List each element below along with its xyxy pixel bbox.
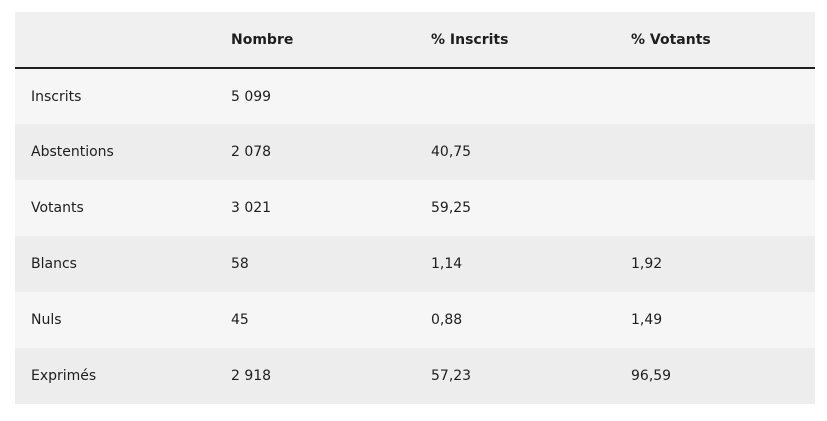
- cell: 0,88: [431, 312, 463, 328]
- table-row: Abstentions 2 078 40,75: [15, 124, 815, 180]
- table-row: Inscrits 5 099: [15, 68, 815, 124]
- header-cell: [15, 12, 215, 69]
- cell: 57,23: [431, 368, 472, 384]
- cell: 1,14: [431, 256, 463, 272]
- cell: 1,92: [631, 256, 663, 272]
- cell: 2 918: [231, 368, 272, 384]
- cell: 3 021: [231, 200, 272, 216]
- table-row: Votants 3 021 59,25: [15, 180, 815, 236]
- cell: 1,49: [631, 312, 663, 328]
- table-row: Exprimés 2 918 57,23 96,59: [15, 348, 815, 404]
- header-cell: % Votants: [615, 12, 815, 69]
- cell: 96,59: [631, 368, 672, 384]
- empty-cell: [615, 68, 815, 124]
- header-cell: % Inscrits: [415, 12, 615, 69]
- row-label: Blancs: [31, 256, 77, 272]
- table-row: Nuls 45 0,88 1,49: [15, 292, 815, 348]
- cell: 58: [231, 256, 249, 272]
- cell: 40,75: [431, 144, 472, 160]
- row-label: Exprimés: [31, 368, 97, 384]
- row-label: Nuls: [31, 312, 62, 328]
- table-header: Nombre% Inscrits% Votants: [15, 12, 815, 69]
- row-label: Inscrits: [31, 88, 82, 105]
- header-cell: Nombre: [215, 12, 415, 69]
- cell: 2 078: [231, 144, 272, 160]
- row-label: Abstentions: [31, 144, 114, 160]
- header-row: Nombre% Inscrits% Votants: [15, 12, 815, 69]
- table-body: Inscrits 5 099 Abstentions 2 078 40,75 Votant…: [15, 68, 815, 404]
- empty-cell: [415, 68, 615, 124]
- cell: 5 099: [231, 88, 272, 105]
- results-table-container: Nombre% Inscrits% Votants Inscrits 5 099 A…: [15, 12, 815, 404]
- empty-cell: [615, 180, 815, 236]
- cell: 59,25: [431, 200, 472, 216]
- results-table: Nombre% Inscrits% Votants Inscrits 5 099 A…: [15, 12, 815, 404]
- empty-cell: [615, 124, 815, 180]
- table-row: Blancs 58 1,14 1,92: [15, 236, 815, 292]
- row-label: Votants: [31, 200, 84, 216]
- cell: 45: [231, 312, 249, 328]
